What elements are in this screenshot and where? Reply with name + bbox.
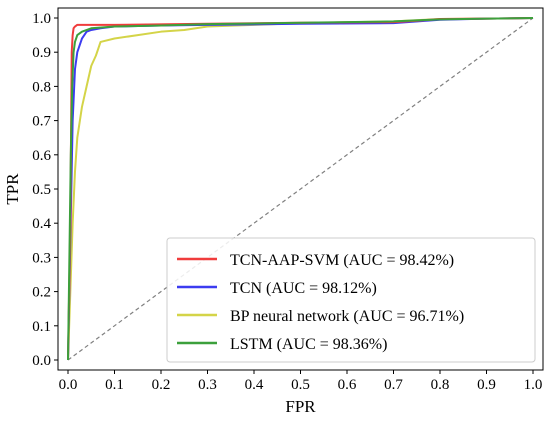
y-tick-label: 0.5: [32, 182, 51, 198]
x-tick-label: 0.9: [477, 377, 496, 393]
y-axis-ticks: 0.0 0.1 0.2 0.3 0.4 0.5 0.6 0.7 0.8 0.9 1.0: [32, 11, 58, 369]
y-tick-label: 0.3: [32, 250, 51, 266]
x-tick-label: 1.0: [524, 377, 543, 393]
legend-box: [166, 237, 536, 363]
legend-label: TCN (AUC = 98.12%): [230, 280, 377, 297]
x-tick-label: 0.3: [198, 377, 217, 393]
series-line-3: [67, 17, 534, 361]
y-tick-label: 0.4: [32, 216, 51, 232]
y-tick-label: 0.9: [32, 45, 51, 61]
y-tick-label: 0.7: [32, 114, 51, 130]
x-tick-label: 0.6: [338, 377, 357, 393]
y-tick-label: 0.0: [32, 353, 51, 369]
x-tick-label: 0.4: [245, 377, 264, 393]
series-lines: [67, 17, 534, 361]
legend-label: BP neural network (AUC = 96.71%): [230, 308, 464, 325]
x-axis-ticks: 0.0 0.1 0.2 0.3 0.4 0.5 0.6 0.7 0.8 0.9 1.0: [59, 370, 543, 393]
y-axis-label: TPR: [3, 173, 22, 205]
y-tick-label: 0.6: [32, 148, 51, 164]
x-tick-label: 0.5: [291, 377, 310, 393]
reference-diagonal-line: [67, 17, 534, 361]
y-tick-label: 0.8: [32, 79, 51, 95]
legend-label: TCN-AAP-SVM (AUC = 98.42%): [230, 252, 454, 269]
y-tick-label: 0.1: [32, 319, 51, 335]
y-tick-label: 0.2: [32, 285, 51, 301]
x-axis-label: FPR: [285, 397, 316, 416]
x-tick-label: 0.0: [59, 377, 78, 393]
legend: TCN-AAP-SVM (AUC = 98.42%) TCN (AUC = 98.…: [166, 237, 536, 363]
legend-label: LSTM (AUC = 98.36%): [230, 336, 387, 353]
y-tick-label: 1.0: [32, 11, 51, 27]
x-tick-label: 0.2: [152, 377, 171, 393]
x-tick-label: 0.7: [384, 377, 403, 393]
x-tick-label: 0.1: [105, 377, 124, 393]
x-tick-label: 0.8: [431, 377, 450, 393]
reference-diagonal: [67, 17, 534, 361]
